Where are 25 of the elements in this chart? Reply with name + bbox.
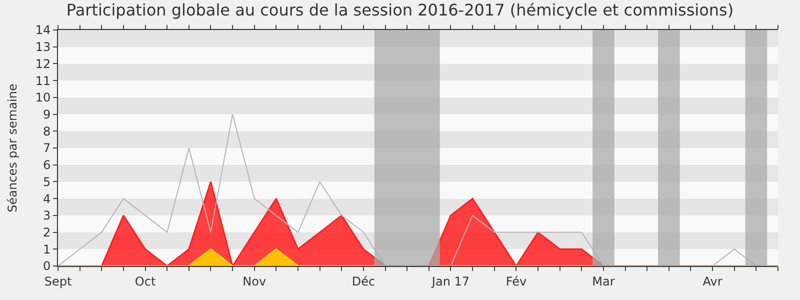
y-tick-label: 9 [42,107,51,122]
x-tick-label: Fév [506,274,527,288]
y-tick-label: 12 [35,56,51,71]
x-tick-label: Déc [352,274,376,288]
x-tick-label: Jan 17 [430,274,470,288]
y-axis-title: Séances par semaine [6,84,20,212]
x-tick-label: Sept [44,274,72,288]
x-tick-label: Avr [702,274,722,288]
y-tick-label: 7 [42,141,51,156]
y-tick-label: 0 [42,259,51,274]
x-tick-label: Nov [242,274,266,288]
y-tick-label: 14 [35,23,51,38]
y-tick-label: 1 [42,242,51,256]
y-tick-label: 3 [42,208,51,223]
y-tick-label: 10 [35,90,51,105]
x-tick-label: Mar [592,274,615,288]
y-tick-label: 4 [42,192,51,206]
y-tick-label: 2 [42,225,51,240]
y-tick-label: 11 [35,74,51,88]
y-tick-label: 8 [42,124,51,138]
y-tick-label: 13 [35,40,51,54]
y-tick-label: 5 [42,174,51,189]
chart-title: Participation globale au cours de la session 2016-2017 (hémicycle et commissions) [66,0,734,20]
y-tick-label: 6 [42,158,51,172]
x-tick-label: Oct [134,274,156,288]
